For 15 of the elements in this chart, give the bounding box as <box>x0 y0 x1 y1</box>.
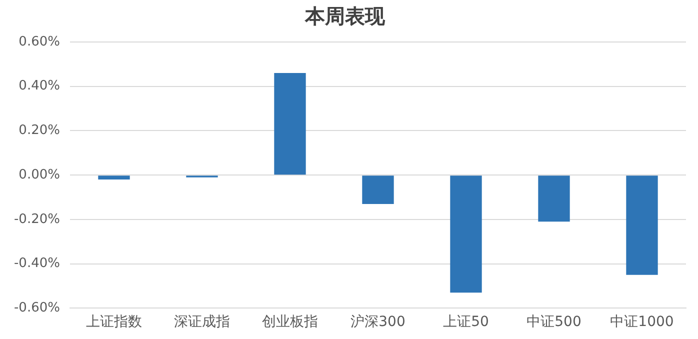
y-tick-label: 0.00% <box>18 167 60 182</box>
y-tick-label: -0.20% <box>14 212 60 227</box>
y-tick-label: 0.60% <box>18 34 60 50</box>
x-tick-label: 创业板指 <box>262 314 318 330</box>
x-tick-label: 沪深300 <box>350 314 406 330</box>
y-tick-label: 0.40% <box>18 78 60 94</box>
chart-title: 本周表现 <box>304 4 386 28</box>
x-tick-label: 上证指数 <box>86 314 142 330</box>
y-tick-label: -0.40% <box>14 256 60 272</box>
x-tick-label: 深证成指 <box>174 314 230 330</box>
x-tick-label: 中证500 <box>526 314 582 330</box>
x-tick-label: 中证1000 <box>610 314 674 330</box>
y-tick-label: 0.20% <box>18 123 60 138</box>
y-tick-label: -0.60% <box>14 300 60 316</box>
x-tick-label: 上证50 <box>443 314 489 330</box>
